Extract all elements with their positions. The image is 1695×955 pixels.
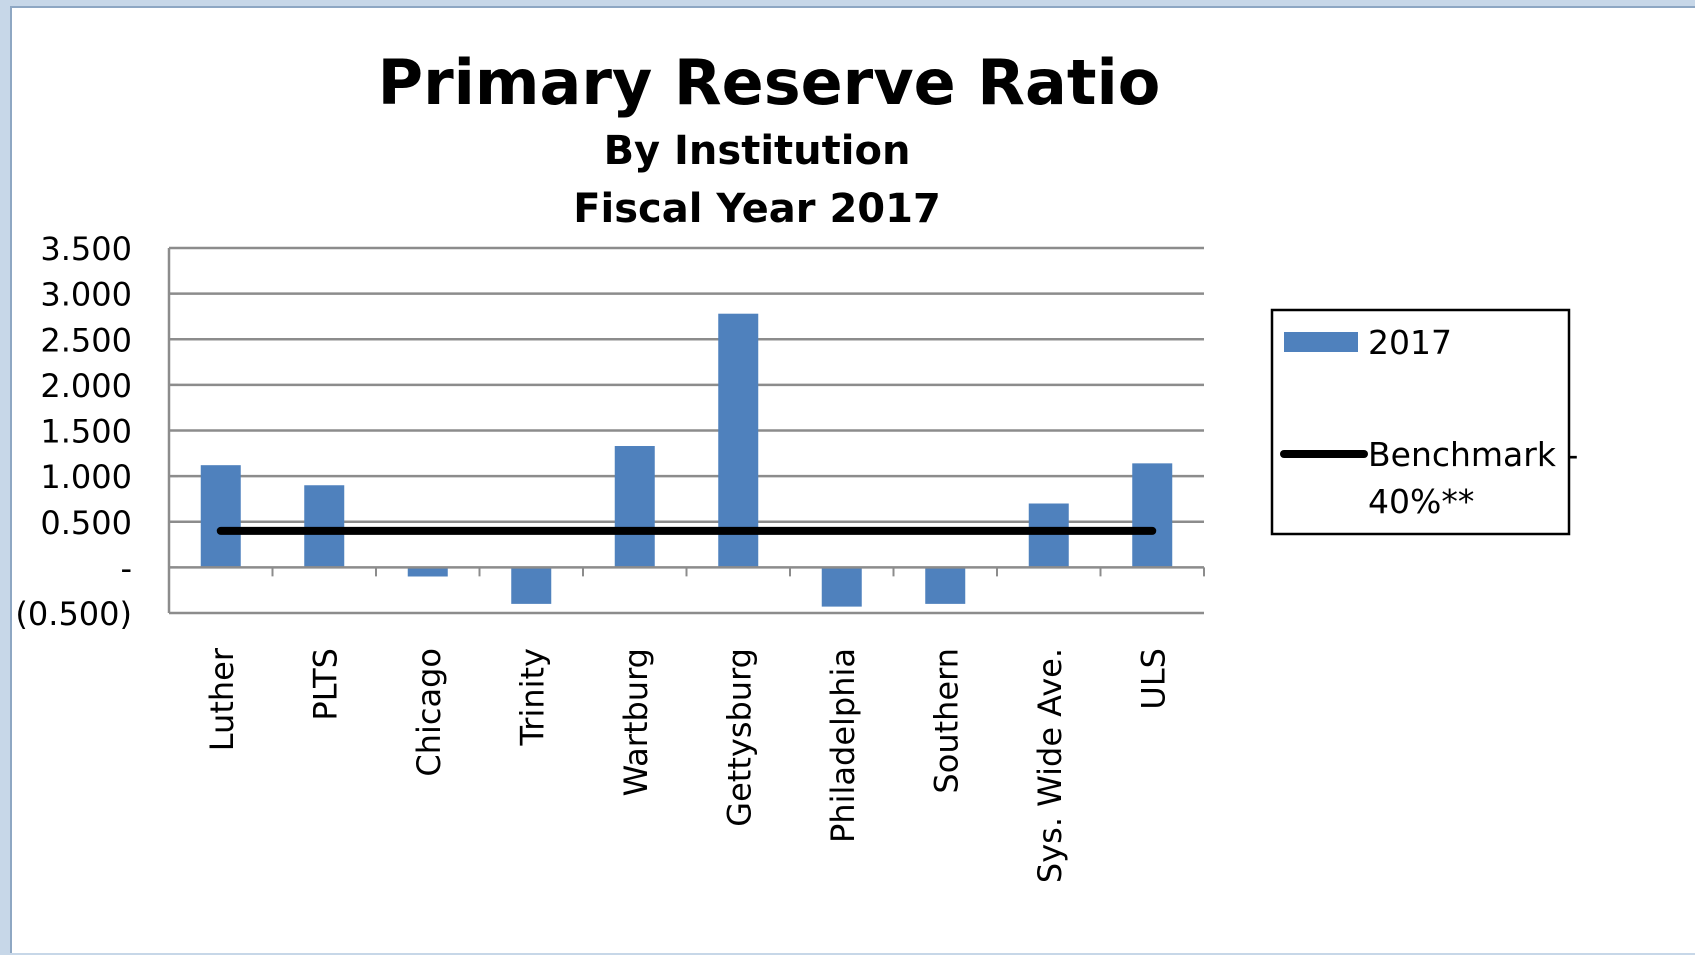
x-category-label-plts: PLTS xyxy=(306,648,344,721)
legend-swatch-2017 xyxy=(1284,332,1358,352)
bar-gettysburg xyxy=(718,313,759,568)
chart-subtitle-line-1: By Institution xyxy=(604,128,911,174)
bar-chicago xyxy=(407,567,448,577)
bar-plts xyxy=(304,485,345,568)
x-category-label-gettysburg: Gettysburg xyxy=(720,648,758,827)
y-tick-label-1: 3.000 xyxy=(40,276,132,314)
axes xyxy=(167,248,1205,613)
x-category-label-chicago: Chicago xyxy=(410,648,448,777)
bar-trinity xyxy=(511,567,552,604)
x-category-label-uls: ULS xyxy=(1134,648,1172,710)
y-tick-label-0: 3.500 xyxy=(40,230,132,268)
bar-luther xyxy=(200,465,241,568)
bar-philadelphia xyxy=(821,567,862,607)
bars xyxy=(200,313,1173,607)
chart-svg: Primary Reserve Ratio By Institution Fis… xyxy=(15,46,1578,883)
y-tick-label-8: (0.500) xyxy=(15,595,132,633)
chart-title: Primary Reserve Ratio xyxy=(378,46,1161,119)
legend-label-2017: 2017 xyxy=(1368,323,1452,362)
category-labels: Luther PLTS Chicago Trinity Wartburg Gettysbu… xyxy=(203,647,1173,883)
x-category-label-wartburg: Wartburg xyxy=(617,648,655,796)
bar-wartburg xyxy=(614,446,655,568)
y-tick-label-5: 1.000 xyxy=(40,458,132,496)
y-tick-label-3: 2.000 xyxy=(40,367,132,405)
legend: 2017 Benchmark - 40%** xyxy=(1270,308,1578,536)
x-category-label-luther: Luther xyxy=(203,647,241,751)
chart-subtitle-line-2: Fiscal Year 2017 xyxy=(573,186,941,232)
legend-label-benchmark-line-1: Benchmark - xyxy=(1368,435,1578,474)
x-category-label-philadelphia: Philadelphia xyxy=(824,648,862,843)
x-category-label-trinity: Trinity xyxy=(513,648,551,747)
y-axis-ticks: 3.500 3.000 2.500 2.000 1.500 1.000 0.500 - (0.5… xyxy=(15,230,132,633)
bar-sys-wide-ave- xyxy=(1028,503,1069,568)
legend-box xyxy=(1270,308,1571,536)
x-category-label-sys-wide-ave-: Sys. Wide Ave. xyxy=(1031,648,1069,883)
y-tick-label-7: - xyxy=(120,549,132,587)
legend-label-benchmark-line-2: 40%** xyxy=(1368,482,1474,521)
x-category-label-southern: Southern xyxy=(927,648,965,794)
y-tick-label-6: 0.500 xyxy=(40,504,132,542)
y-tick-label-4: 1.500 xyxy=(40,413,132,451)
chart-frame: Primary Reserve Ratio By Institution Fis… xyxy=(10,6,1695,953)
bar-southern xyxy=(925,567,966,604)
bar-uls xyxy=(1132,463,1173,568)
y-tick-label-2: 2.500 xyxy=(40,321,132,359)
